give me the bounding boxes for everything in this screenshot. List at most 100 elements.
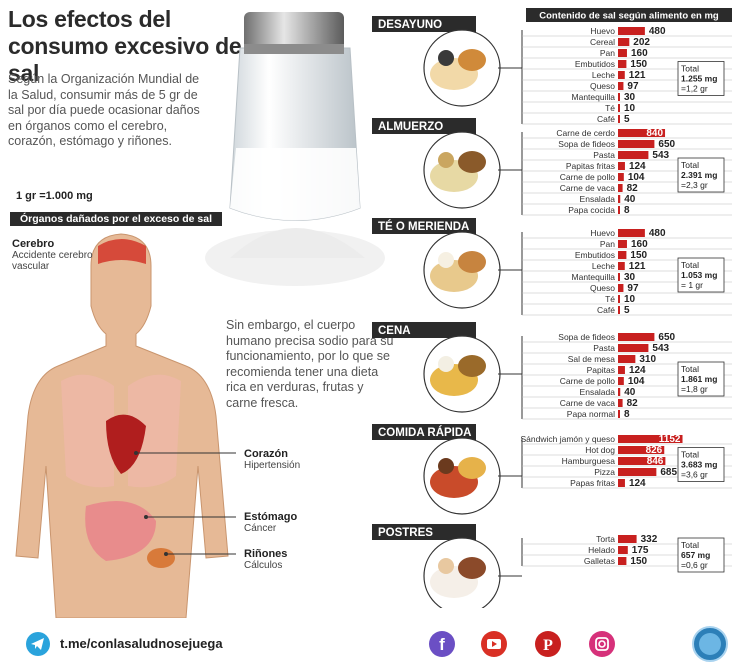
total-box [677, 537, 725, 573]
data-label: 332 [641, 534, 658, 545]
row-label: Café [597, 305, 615, 315]
data-label: 124 [629, 365, 646, 376]
data-bar [618, 206, 620, 214]
food-photo-part [438, 356, 454, 372]
data-bar [618, 355, 636, 363]
data-label: 1152 [659, 434, 681, 445]
row-label: Papa cocida [568, 205, 615, 215]
chart-title: Contenido de sal según alimento en mg [539, 11, 719, 22]
data-bar [618, 195, 621, 203]
brain-icon [98, 239, 146, 264]
row-label: Torta [596, 534, 615, 544]
total-box [677, 157, 725, 193]
food-photo-part [438, 558, 454, 574]
row-label: Hamburguesa [562, 456, 616, 466]
food-photo-part [458, 49, 486, 71]
data-label: 10 [624, 103, 636, 114]
data-label: 97 [627, 81, 639, 92]
row-label: Papitas [587, 365, 615, 375]
meal-header-bar [372, 524, 476, 540]
svg-text:f: f [439, 635, 445, 654]
data-label: 5 [624, 114, 630, 125]
food-photo-part [458, 557, 486, 579]
data-bar [618, 184, 623, 192]
telegram-link[interactable]: t.me/conlasaludnosejuega [60, 636, 223, 651]
data-bar [618, 151, 649, 159]
data-label: 10 [624, 294, 636, 305]
data-label: 104 [628, 376, 645, 387]
data-label: 650 [658, 139, 675, 150]
data-bar [618, 333, 655, 341]
data-bar [618, 366, 625, 374]
data-bar [618, 93, 620, 101]
total-text: =3,6 gr [681, 470, 708, 480]
data-label: 30 [624, 92, 636, 103]
total-text: Total [681, 260, 699, 270]
row-label: Embutidos [575, 59, 615, 69]
data-label: 40 [624, 387, 636, 398]
row-label: Sal de mesa [568, 354, 616, 364]
youtube-icon[interactable] [480, 630, 508, 658]
total-text: 2.391 mg [681, 170, 717, 180]
meal-header-bar [372, 218, 476, 234]
body-note-text: Sin embargo, el cuerpo humano precisa so… [226, 318, 394, 410]
row-label: Papas fritas [570, 478, 615, 488]
organ-effect: Cáncer [244, 523, 277, 534]
row-label: Ensalada [580, 387, 616, 397]
total-text: = 1 gr [681, 280, 703, 290]
row-label: Huevo [590, 26, 615, 36]
food-photo-part [458, 251, 486, 273]
row-label: Papa normal [567, 409, 615, 419]
total-text: 1.255 mg [681, 74, 717, 84]
facebook-icon[interactable]: f [428, 630, 456, 658]
svg-text:P: P [543, 637, 553, 654]
data-bar [618, 60, 627, 68]
data-label: 650 [658, 332, 675, 343]
data-bar [618, 446, 665, 454]
data-bar [618, 273, 620, 281]
total-text: Total [681, 450, 699, 460]
total-text: Total [681, 160, 699, 170]
intro-text: Según la Organización Mundial de la Salu… [8, 72, 200, 148]
footer: t.me/conlasaludnosejuega f P [0, 624, 736, 668]
row-label: Carne de pollo [560, 172, 616, 182]
organ-name: Cerebro [12, 238, 55, 250]
organ-label-heart: Corazón Hipertensión [244, 448, 344, 471]
chart-title-bar [526, 8, 732, 22]
data-bar [618, 399, 623, 407]
kidney-icon [147, 548, 175, 568]
total-text: Total [681, 64, 699, 74]
meal-header-bar [372, 118, 476, 134]
total-box [677, 447, 725, 482]
telegram-icon[interactable] [26, 632, 50, 656]
food-photo-part [438, 252, 454, 268]
organ-name: Riñones [244, 548, 288, 560]
row-label: Helado [588, 545, 615, 555]
instagram-icon[interactable] [588, 630, 616, 658]
organs-header: Órganos dañados por el exceso de sal [10, 212, 222, 226]
data-label: 150 [630, 250, 647, 261]
data-label: 8 [624, 205, 630, 216]
row-label: Pasta [593, 150, 615, 160]
meal-header-bar [372, 424, 476, 440]
data-bar [618, 27, 645, 35]
data-bar [618, 306, 620, 314]
organ-effect: Accidente cerebro vascular [12, 250, 93, 272]
stomach-icon [85, 501, 156, 561]
data-bar [618, 435, 683, 443]
data-label: 104 [628, 172, 645, 183]
total-text: 657 mg [681, 550, 710, 560]
row-label: Galletas [584, 556, 615, 566]
food-photo-part [458, 151, 486, 173]
data-label: 175 [632, 545, 649, 556]
data-bar [618, 377, 624, 385]
row-label: Mantequilla [572, 92, 616, 102]
data-label: 124 [629, 478, 646, 489]
row-label: Pasta [593, 343, 615, 353]
data-label: 121 [629, 70, 646, 81]
data-bar [618, 162, 625, 170]
data-label: 82 [627, 398, 639, 409]
data-label: 97 [627, 283, 639, 294]
pinterest-icon[interactable]: P [534, 630, 562, 658]
meal-header: COMIDA RÁPIDA [378, 426, 472, 439]
